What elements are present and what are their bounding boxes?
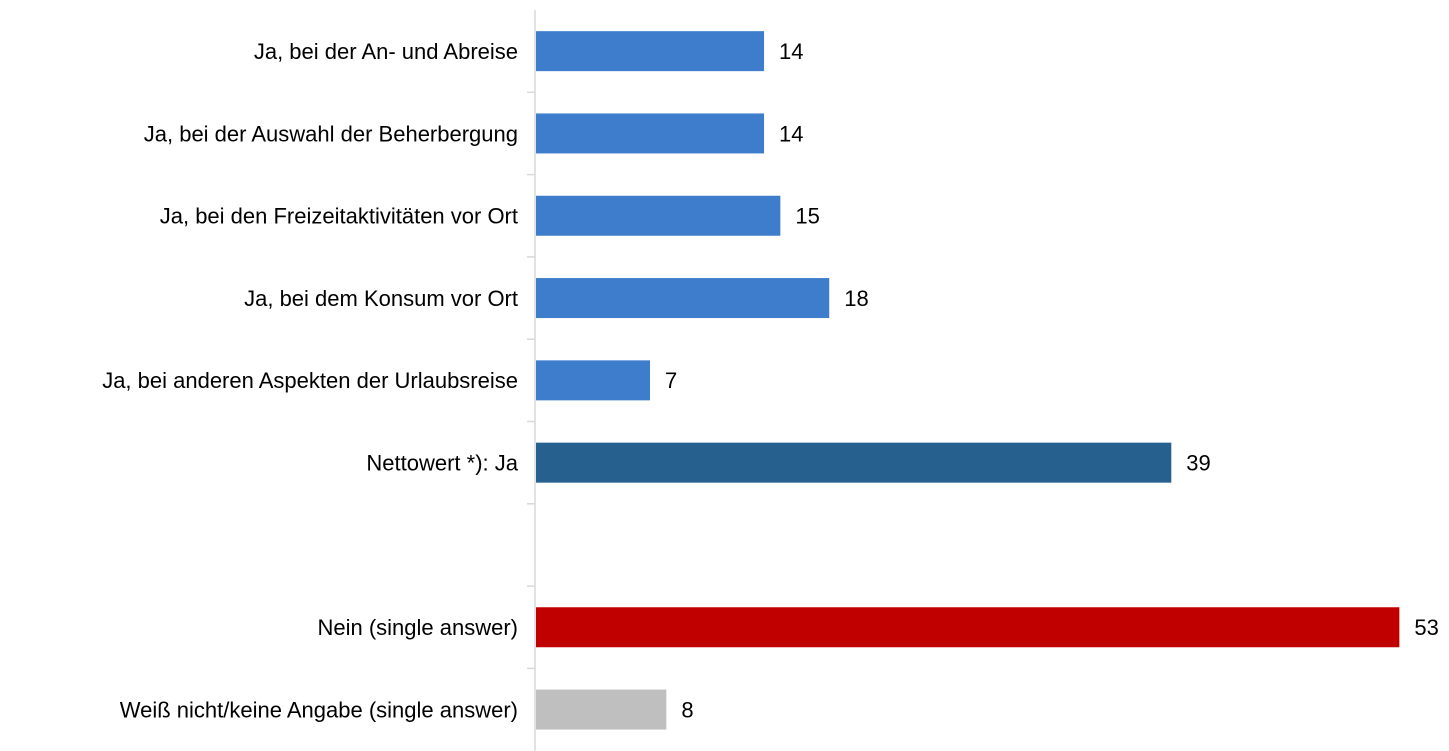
category-label: Ja, bei der Auswahl der Beherbergung: [144, 121, 518, 146]
category-label: Ja, bei dem Konsum vor Ort: [244, 286, 518, 311]
bar: [536, 278, 830, 319]
bar: [536, 113, 765, 154]
category-label: Ja, bei anderen Aspekten der Urlaubsreis…: [102, 368, 518, 393]
bar: [536, 195, 781, 236]
value-label: 53: [1414, 615, 1438, 640]
category-label: Ja, bei der An- und Abreise: [254, 39, 518, 64]
value-label: 18: [844, 286, 868, 311]
bar: [536, 689, 667, 730]
category-label: Weiß nicht/keine Angabe (single answer): [120, 697, 518, 722]
bar: [536, 442, 1172, 483]
value-label: 8: [681, 697, 693, 722]
value-label: 7: [665, 368, 677, 393]
value-label: 39: [1186, 450, 1210, 475]
value-label: 14: [779, 121, 803, 146]
bar: [536, 360, 651, 401]
value-label: 15: [795, 204, 819, 229]
bar: [536, 31, 765, 72]
category-label: Nein (single answer): [317, 615, 518, 640]
category-label: Nettowert *): Ja: [366, 450, 518, 475]
bar: [536, 607, 1400, 648]
category-label: Ja, bei den Freizeitaktivitäten vor Ort: [160, 204, 518, 229]
value-label: 14: [779, 39, 803, 64]
